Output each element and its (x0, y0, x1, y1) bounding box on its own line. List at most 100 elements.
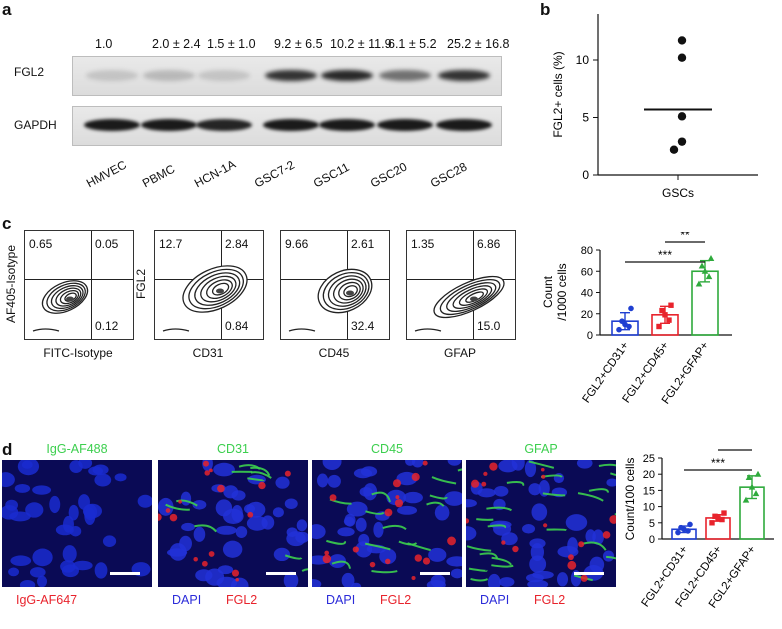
nucleus (275, 476, 290, 489)
micrograph-channel-label: CD31 (217, 442, 249, 456)
nucleus (411, 460, 424, 468)
nucleus (169, 543, 187, 561)
green-signal (457, 468, 462, 472)
panel-b-letter: b (540, 0, 551, 19)
y-tick-label: 80 (581, 245, 593, 257)
data-point (705, 273, 713, 280)
nucleus (511, 460, 525, 471)
fgl2-band (379, 70, 431, 81)
sample-label: HMVEC (84, 157, 129, 191)
nucleus (231, 490, 246, 501)
densitometry-value: 6.1 ± 5.2 (388, 37, 437, 51)
green-signal (542, 492, 566, 497)
contour-ring (188, 268, 244, 310)
green-signal (371, 491, 391, 503)
green-signal (466, 545, 492, 552)
gapdh-band (319, 119, 375, 131)
contour-plot (162, 265, 248, 332)
red-signal (217, 484, 225, 493)
red-signal (414, 554, 422, 562)
nucleus (94, 562, 108, 579)
micrograph-channel-label: CD45 (371, 442, 403, 456)
nucleus (32, 485, 52, 495)
nucleus (312, 579, 322, 587)
micrograph-bottom-left-label: DAPI (480, 593, 510, 607)
y-axis-label: FGL2+ cells (%) (551, 51, 565, 137)
data-point (659, 307, 665, 314)
red-signal (411, 472, 420, 482)
nucleus (396, 505, 418, 515)
green-signal (426, 501, 445, 507)
nucleus (351, 582, 362, 587)
red-signal (384, 508, 393, 517)
micrograph-bottom-left-label: IgG-AF647 (16, 593, 78, 607)
contour-ring (439, 278, 501, 316)
green-signal (546, 528, 567, 532)
sample-label: GSC28 (428, 159, 470, 191)
nucleus (19, 580, 36, 587)
nucleus (526, 573, 544, 583)
y-tick-label: 60 (581, 266, 593, 278)
y-tick-label: 15 (643, 485, 655, 497)
y-tick-label: 5 (582, 111, 589, 125)
data-point (715, 515, 721, 521)
fgl2-blot (72, 56, 502, 96)
nucleus (355, 541, 373, 558)
data-point (701, 267, 709, 274)
nucleus (343, 516, 355, 526)
contour-ring (206, 279, 233, 300)
green-signal (250, 466, 271, 477)
nucleus (450, 568, 462, 579)
gapdh-band (263, 119, 319, 131)
contour-ring (322, 271, 370, 311)
sample-label: GSC11 (311, 159, 352, 191)
nucleus (592, 529, 604, 545)
nucleus (295, 531, 308, 544)
nucleus (2, 472, 15, 488)
red-signal (169, 513, 178, 522)
green-signal (606, 555, 616, 560)
green-signal (284, 554, 303, 560)
contour-ring (194, 272, 241, 306)
data-point (677, 112, 687, 121)
contour-ring (446, 282, 497, 313)
contour-edge (32, 328, 60, 332)
micrograph-channel-label: IgG-AF488 (46, 442, 108, 456)
gapdh-band (141, 119, 197, 131)
nucleus (72, 560, 93, 571)
nucleus (25, 502, 44, 518)
red-signal (568, 554, 574, 561)
row-label-fgl2: FGL2 (14, 65, 45, 79)
contour-edge (162, 328, 190, 332)
green-signal (301, 568, 308, 572)
densitometry-value: 10.2 ± 11.9 (330, 37, 392, 51)
green-signal (175, 499, 198, 507)
nucleus (223, 508, 244, 524)
data-point (666, 317, 672, 323)
fgl2-band (198, 70, 250, 81)
data-point (675, 529, 681, 536)
data-point (707, 255, 715, 261)
significance-label: *** (658, 248, 672, 262)
red-signal (235, 578, 239, 582)
nucleus (84, 507, 96, 525)
green-signal (588, 488, 609, 493)
micrograph-image (312, 460, 462, 587)
flow-x-label: GFAP (443, 346, 477, 360)
y-tick-label: 20 (581, 309, 593, 321)
contour-plot (288, 268, 373, 332)
flow-plot: 9.66 2.61 32.4 (280, 230, 390, 340)
significance-label: ** (680, 232, 690, 242)
gapdh-band (196, 119, 252, 131)
red-signal (602, 531, 611, 539)
data-point (669, 145, 679, 154)
green-signal (371, 570, 398, 574)
red-signal (392, 479, 401, 488)
nucleus (538, 480, 550, 497)
red-signal (543, 523, 548, 528)
nucleus (283, 571, 299, 587)
data-point (678, 524, 684, 531)
red-signal (352, 546, 359, 553)
micrograph-render (2, 460, 152, 587)
flow-plot: 12.7 2.84 0.84 (154, 230, 264, 340)
